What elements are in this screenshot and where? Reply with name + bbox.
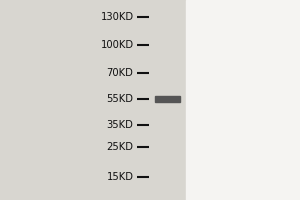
Text: 15KD: 15KD	[106, 172, 134, 182]
Text: 55KD: 55KD	[106, 94, 134, 104]
Text: 35KD: 35KD	[106, 120, 134, 130]
Bar	[186, 0, 300, 200]
Text: 25KD: 25KD	[106, 142, 134, 152]
Bar	[154, 96, 180, 102]
Text: 130KD: 130KD	[100, 12, 134, 22]
Text: 100KD: 100KD	[100, 40, 134, 50]
Bar	[0, 0, 186, 200]
Text: 70KD: 70KD	[106, 68, 134, 78]
